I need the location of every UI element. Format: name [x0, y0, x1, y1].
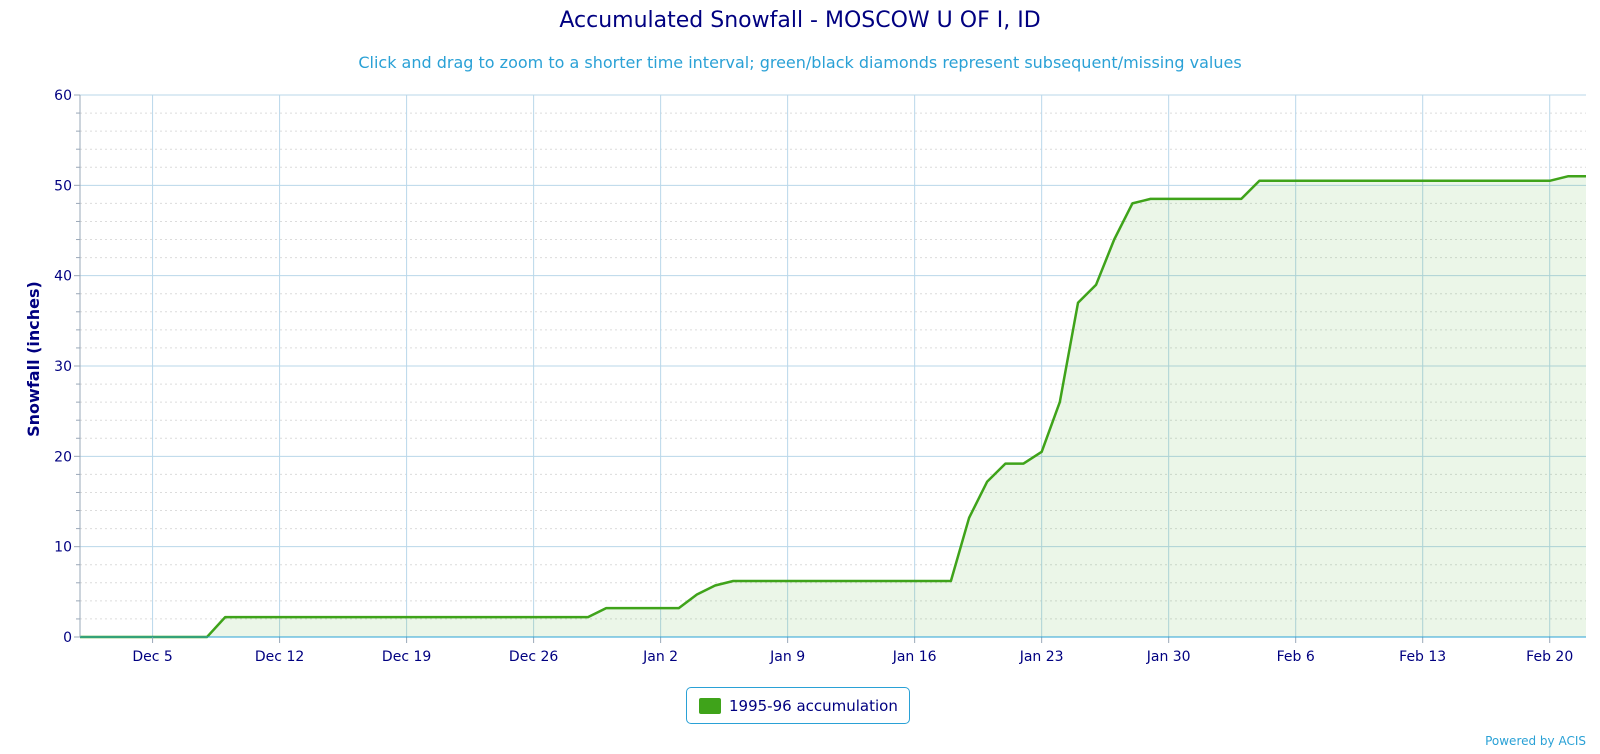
chart-subtitle: Click and drag to zoom to a shorter time…	[358, 53, 1242, 72]
y-tick-label: 20	[54, 449, 72, 465]
y-tick-label: 40	[54, 269, 72, 285]
x-tick-label: Dec 5	[132, 649, 172, 665]
x-tick-label: Jan 16	[892, 649, 937, 665]
x-tick-label: Jan 2	[642, 649, 678, 665]
legend-label: 1995-96 accumulation	[729, 696, 898, 715]
y-tick-label: 0	[63, 630, 72, 646]
legend-swatch	[699, 697, 721, 714]
x-tick-label: Jan 23	[1019, 649, 1064, 665]
x-tick-label: Feb 6	[1277, 649, 1315, 665]
x-tick-label: Jan 9	[769, 649, 805, 665]
credit-link[interactable]: Powered by ACIS	[1485, 734, 1586, 748]
legend[interactable]: 1995-96 accumulation	[686, 687, 910, 724]
y-tick-label: 60	[54, 88, 72, 104]
series-layer	[80, 175, 1586, 639]
chart-title: Accumulated Snowfall - MOSCOW U OF I, ID	[559, 8, 1041, 33]
y-tick-label: 50	[54, 178, 72, 194]
series-line	[80, 175, 1586, 639]
series-area	[80, 176, 1586, 638]
x-tick-label: Dec 26	[509, 649, 558, 665]
y-tick-label: 30	[54, 359, 72, 375]
x-tick-label: Feb 13	[1399, 649, 1446, 665]
x-tick-label: Feb 20	[1526, 649, 1573, 665]
x-tick-label: Jan 30	[1146, 649, 1191, 665]
y-axis-title: Snowfall (inches)	[24, 281, 43, 437]
axes: 0 10 20 30 40 50 60 Dec 5 Dec 12 Dec 19 Dec 26 Jan …	[54, 88, 1586, 665]
x-tick-label: Dec 19	[382, 649, 431, 665]
x-tick-label: Dec 12	[255, 649, 304, 665]
y-tick-label: 10	[54, 540, 72, 556]
grid	[80, 94, 1586, 637]
